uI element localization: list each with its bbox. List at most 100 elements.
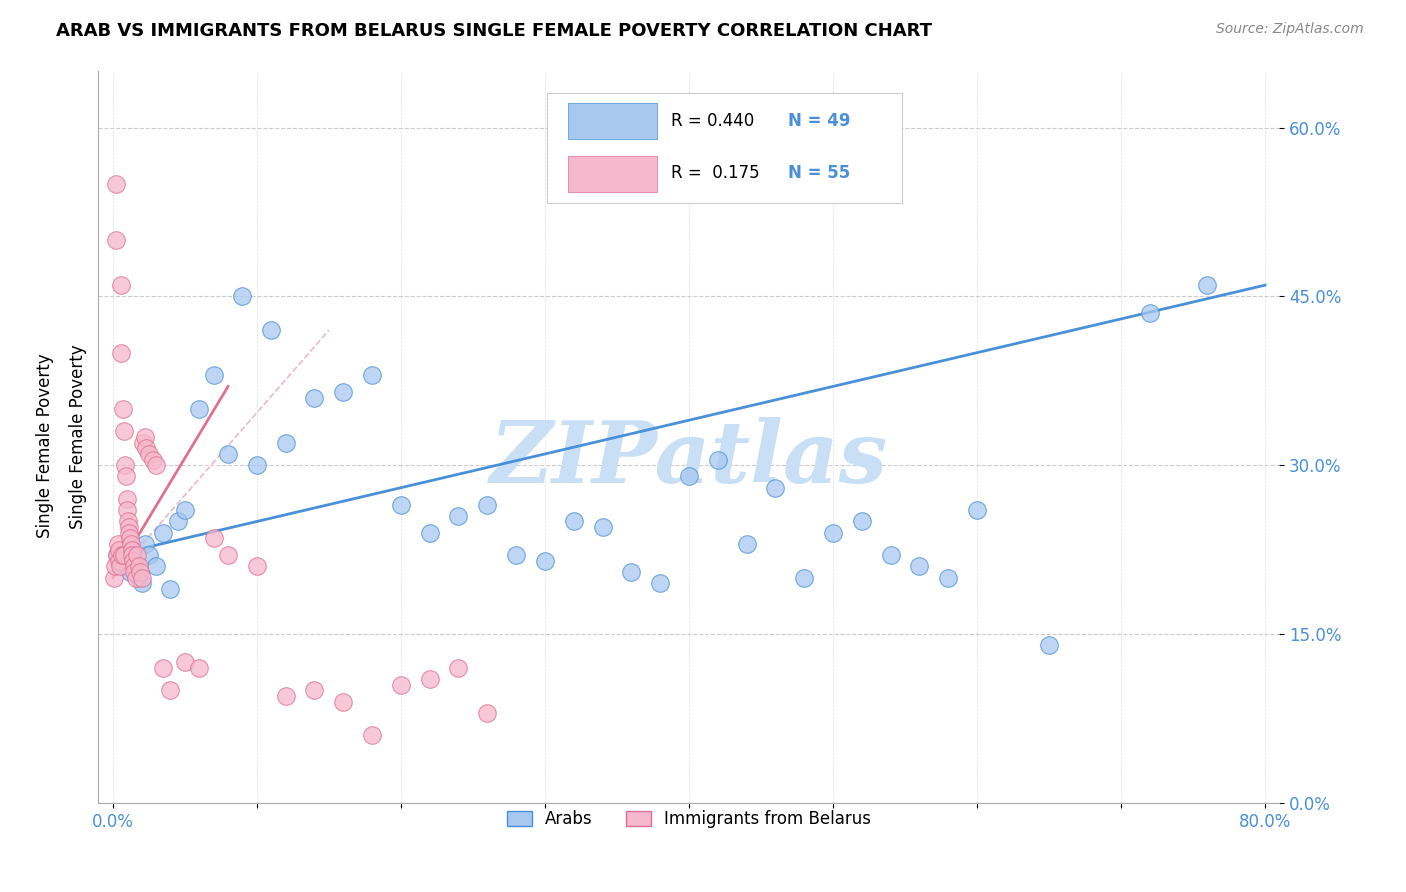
Immigrants from Belarus: [125, 571, 148, 585]
Arabs: [202, 368, 225, 383]
Text: Source: ZipAtlas.com: Source: ZipAtlas.com: [1216, 22, 1364, 37]
Immigrants from Belarus: [120, 532, 142, 546]
Immigrants from Belarus: [145, 458, 167, 473]
Immigrants from Belarus: [152, 661, 174, 675]
Text: Single Female Poverty: Single Female Poverty: [37, 354, 53, 538]
Arabs: [134, 537, 156, 551]
Immigrants from Belarus: [131, 571, 153, 585]
Arabs: [128, 571, 150, 585]
Immigrants from Belarus: [105, 233, 128, 247]
Immigrants from Belarus: [138, 447, 160, 461]
Immigrants from Belarus: [117, 515, 139, 529]
Immigrants from Belarus: [447, 661, 470, 675]
Immigrants from Belarus: [361, 728, 384, 742]
Arabs: [908, 559, 931, 574]
Arabs: [620, 565, 643, 579]
Arabs: [159, 582, 181, 596]
Immigrants from Belarus: [188, 661, 211, 675]
Immigrants from Belarus: [105, 548, 128, 562]
Text: ARAB VS IMMIGRANTS FROM BELARUS SINGLE FEMALE POVERTY CORRELATION CHART: ARAB VS IMMIGRANTS FROM BELARUS SINGLE F…: [56, 22, 932, 40]
Y-axis label: Single Female Poverty: Single Female Poverty: [69, 345, 87, 529]
Immigrants from Belarus: [332, 694, 354, 708]
Arabs: [105, 548, 128, 562]
Immigrants from Belarus: [112, 548, 135, 562]
Immigrants from Belarus: [159, 683, 181, 698]
Arabs: [936, 571, 959, 585]
Arabs: [361, 368, 384, 383]
Immigrants from Belarus: [104, 177, 127, 191]
Arabs: [108, 554, 131, 568]
Arabs: [477, 498, 499, 512]
Immigrants from Belarus: [128, 559, 150, 574]
Immigrants from Belarus: [135, 442, 157, 456]
Arabs: [115, 542, 138, 557]
Arabs: [879, 548, 901, 562]
Immigrants from Belarus: [118, 520, 141, 534]
Immigrants from Belarus: [129, 565, 152, 579]
Arabs: [966, 503, 988, 517]
Arabs: [152, 525, 174, 540]
Immigrants from Belarus: [118, 525, 141, 540]
Arabs: [112, 559, 135, 574]
Immigrants from Belarus: [124, 565, 146, 579]
Immigrants from Belarus: [127, 548, 149, 562]
Arabs: [138, 548, 160, 562]
Arabs: [124, 559, 146, 574]
Arabs: [389, 498, 412, 512]
Immigrants from Belarus: [134, 430, 156, 444]
Arabs: [534, 554, 557, 568]
Immigrants from Belarus: [107, 542, 129, 557]
Immigrants from Belarus: [114, 458, 136, 473]
Immigrants from Belarus: [121, 542, 143, 557]
Arabs: [217, 447, 239, 461]
Arabs: [166, 515, 188, 529]
Immigrants from Belarus: [142, 452, 165, 467]
Arabs: [793, 571, 815, 585]
Immigrants from Belarus: [217, 548, 239, 562]
Immigrants from Belarus: [246, 559, 269, 574]
Arabs: [1038, 638, 1060, 652]
Arabs: [851, 515, 873, 529]
Arabs: [562, 515, 585, 529]
Immigrants from Belarus: [114, 469, 136, 483]
Arabs: [650, 576, 672, 591]
Immigrants from Belarus: [122, 554, 145, 568]
Arabs: [678, 469, 700, 483]
Immigrants from Belarus: [111, 548, 134, 562]
Immigrants from Belarus: [112, 425, 135, 439]
Arabs: [505, 548, 527, 562]
Immigrants from Belarus: [110, 278, 132, 293]
Immigrants from Belarus: [132, 435, 155, 450]
Immigrants from Belarus: [173, 655, 195, 669]
Immigrants from Belarus: [120, 537, 142, 551]
Immigrants from Belarus: [122, 559, 145, 574]
Immigrants from Belarus: [104, 559, 127, 574]
Arabs: [419, 525, 441, 540]
Arabs: [120, 565, 142, 579]
Immigrants from Belarus: [115, 503, 138, 517]
Immigrants from Belarus: [107, 537, 129, 551]
Immigrants from Belarus: [110, 345, 132, 359]
Immigrants from Belarus: [108, 554, 131, 568]
Immigrants from Belarus: [103, 571, 125, 585]
Arabs: [188, 401, 211, 416]
Arabs: [735, 537, 758, 551]
Immigrants from Belarus: [274, 689, 297, 703]
Arabs: [231, 289, 253, 303]
Arabs: [131, 576, 153, 591]
Immigrants from Belarus: [202, 532, 225, 546]
Arabs: [592, 520, 614, 534]
Immigrants from Belarus: [389, 678, 412, 692]
Immigrants from Belarus: [477, 706, 499, 720]
Arabs: [274, 435, 297, 450]
Legend: Arabs, Immigrants from Belarus: Arabs, Immigrants from Belarus: [501, 804, 877, 835]
Immigrants from Belarus: [121, 548, 143, 562]
Arabs: [332, 385, 354, 400]
Arabs: [1197, 278, 1219, 293]
Arabs: [246, 458, 269, 473]
Text: ZIPatlas: ZIPatlas: [489, 417, 889, 500]
Arabs: [145, 559, 167, 574]
Arabs: [821, 525, 844, 540]
Arabs: [173, 503, 195, 517]
Arabs: [260, 323, 283, 337]
